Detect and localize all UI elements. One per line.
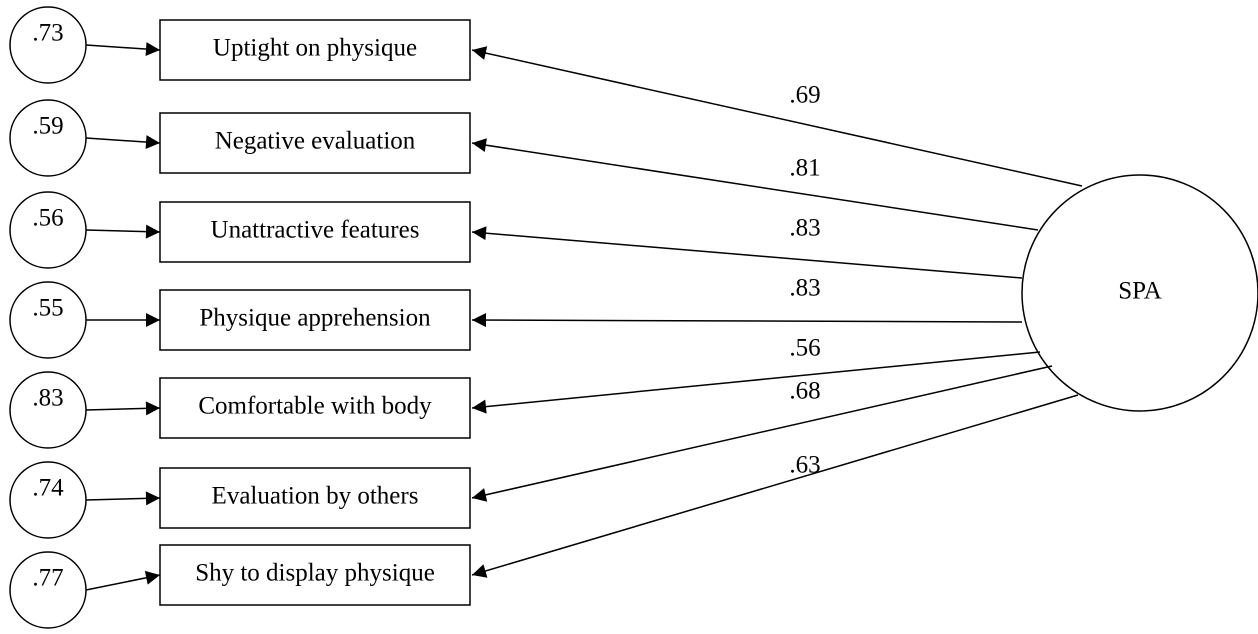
loading-label: .83 — [789, 275, 820, 302]
indicator-label: Negative evaluation — [215, 128, 416, 155]
error-label: .55 — [32, 295, 63, 322]
indicator-box — [159, 289, 471, 351]
loading-arrow — [471, 46, 1083, 187]
error-arrow — [85, 570, 161, 591]
error-arrow — [85, 491, 161, 506]
error-label: .73 — [32, 20, 63, 47]
indicator-label: Unattractive features — [211, 217, 420, 244]
loading-label: .81 — [789, 155, 820, 182]
error-label: .59 — [32, 113, 63, 140]
error-label: .83 — [32, 385, 63, 412]
loading-arrow — [471, 226, 1023, 279]
error-label: .74 — [32, 475, 64, 502]
indicator-box — [159, 467, 471, 529]
indicator-box — [159, 377, 471, 439]
loading-label: .63 — [789, 452, 820, 479]
error-arrow — [85, 42, 161, 57]
indicator-box — [159, 112, 471, 174]
error-arrow — [85, 401, 161, 416]
latent-circle — [1021, 174, 1258, 412]
loading-arrow — [471, 351, 1041, 414]
indicator-label: Comfortable with body — [198, 393, 432, 420]
loading-label: .68 — [789, 378, 820, 405]
loading-label: .69 — [789, 82, 820, 109]
error-label: .77 — [32, 565, 63, 592]
indicator-box — [159, 19, 471, 81]
loading-arrow — [471, 365, 1053, 502]
indicator-box — [159, 201, 471, 263]
error-label: .56 — [32, 205, 63, 232]
loading-label: .56 — [789, 335, 820, 362]
indicator-label: Shy to display physique — [195, 560, 435, 587]
latent-label: SPA — [1118, 278, 1162, 305]
loading-arrow — [471, 394, 1079, 578]
loading-arrow — [471, 138, 1039, 231]
loading-arrow — [471, 313, 1023, 328]
loading-label: .83 — [789, 215, 820, 242]
indicator-box — [159, 544, 471, 606]
indicator-label: Evaluation by others — [212, 483, 419, 510]
indicator-label: Physique apprehension — [199, 305, 431, 332]
indicator-label: Uptight on physique — [213, 35, 417, 62]
error-arrow — [85, 135, 161, 150]
error-arrow — [85, 224, 161, 239]
